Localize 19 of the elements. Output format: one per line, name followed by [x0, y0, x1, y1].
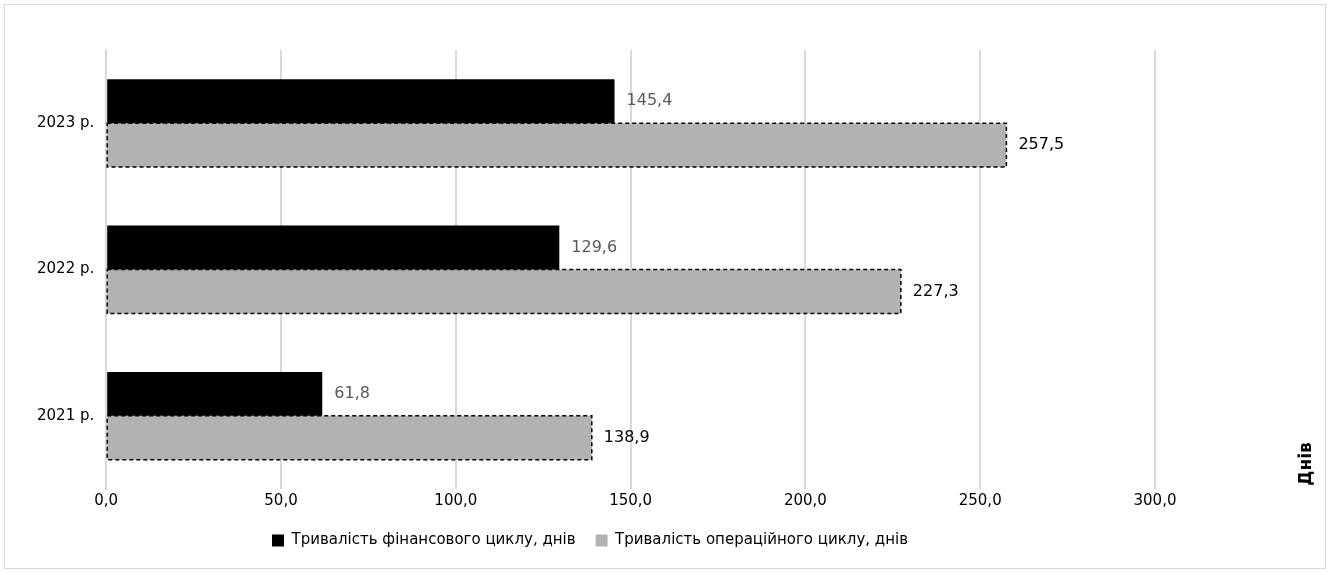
x-tick-label: 300,0: [1133, 490, 1177, 509]
x-tick-label: 150,0: [609, 490, 653, 509]
data-label: 129,6: [571, 236, 618, 256]
x-tick-label: 200,0: [783, 490, 827, 509]
x-tick-label: 50,0: [264, 490, 298, 509]
legend-label: Тривалість операційного циклу, днів: [614, 530, 908, 549]
text: Днів: [1295, 442, 1316, 486]
x-tick-label: 100,0: [434, 490, 478, 509]
data-label: 227,3: [912, 280, 959, 300]
data-label: 138,9: [603, 426, 650, 446]
x-tick-label: 250,0: [958, 490, 1002, 509]
legend-label: Тривалість фінансового циклу, днів: [290, 530, 576, 549]
y-tick-label: 2023 р.: [37, 113, 95, 132]
y-tick-label: 2022 р.: [37, 259, 95, 278]
data-label: 61,8: [334, 383, 370, 403]
data-label: 257,5: [1018, 134, 1065, 154]
data-label: 145,4: [626, 90, 673, 110]
y-tick-label: 2021 р.: [37, 405, 95, 424]
x-tick-label: 0,0: [94, 490, 119, 509]
